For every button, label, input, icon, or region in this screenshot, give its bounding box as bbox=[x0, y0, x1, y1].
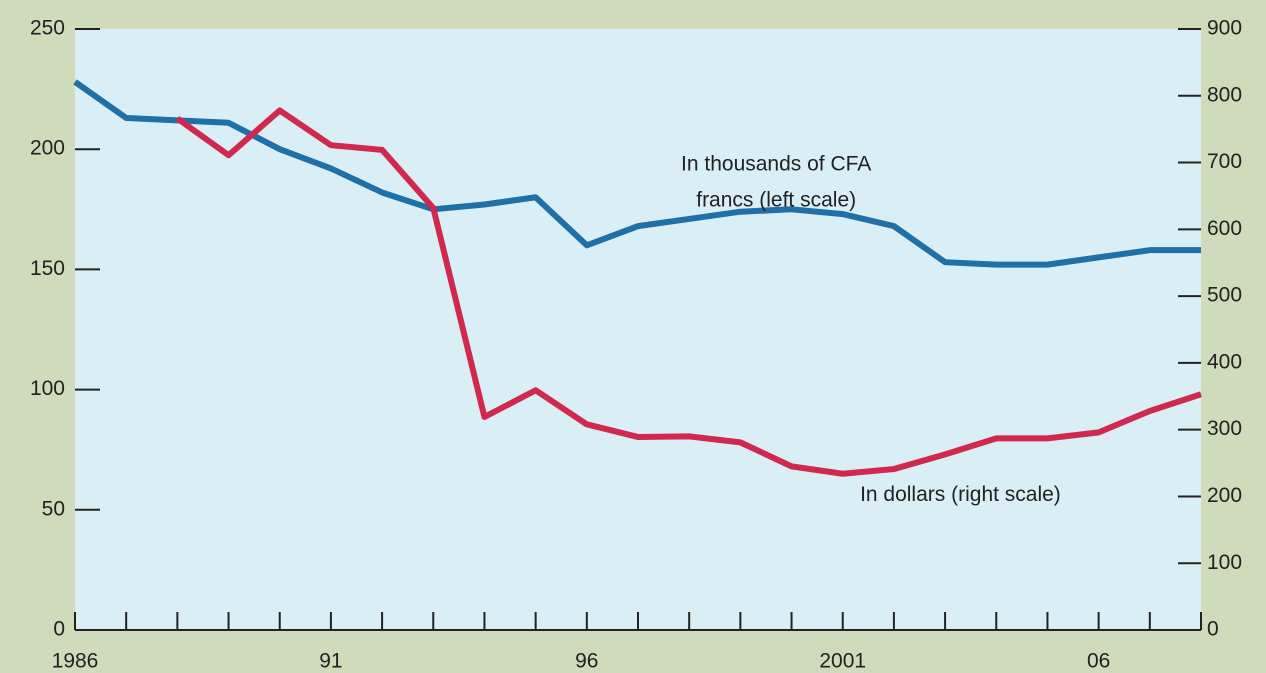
y-tick-label: 100 bbox=[30, 377, 65, 400]
y2-tick-label: 200 bbox=[1207, 484, 1242, 507]
y-tick-label: 250 bbox=[30, 17, 65, 40]
y2-tick-label: 600 bbox=[1207, 217, 1242, 240]
y-tick-label: 0 bbox=[53, 618, 65, 641]
annotation: In dollars (right scale) bbox=[860, 483, 1061, 506]
x-tick-label: 96 bbox=[575, 650, 598, 673]
annotation: In thousands of CFA bbox=[681, 152, 871, 175]
y2-tick-label: 100 bbox=[1207, 551, 1242, 574]
plot-area bbox=[75, 29, 1201, 630]
x-tick-label: 1986 bbox=[52, 650, 99, 673]
x-tick-label: 91 bbox=[319, 650, 342, 673]
y-tick-label: 150 bbox=[30, 257, 65, 280]
y2-tick-label: 500 bbox=[1207, 284, 1242, 307]
line-series bbox=[73, 79, 1201, 268]
y2-tick-label: 800 bbox=[1207, 83, 1242, 106]
line-series bbox=[175, 107, 1202, 477]
x-tick-label: 06 bbox=[1087, 650, 1110, 673]
y-tick-label: 50 bbox=[42, 497, 65, 520]
y2-tick-label: 700 bbox=[1207, 150, 1242, 173]
y2-tick-label: 900 bbox=[1207, 17, 1242, 40]
y2-tick-label: 300 bbox=[1207, 417, 1242, 440]
y-tick-label: 200 bbox=[30, 137, 65, 160]
y2-tick-label: 0 bbox=[1207, 618, 1219, 641]
x-tick-label: 2001 bbox=[819, 650, 866, 673]
annotation: francs (left scale) bbox=[696, 188, 856, 211]
y2-tick-label: 400 bbox=[1207, 350, 1242, 373]
